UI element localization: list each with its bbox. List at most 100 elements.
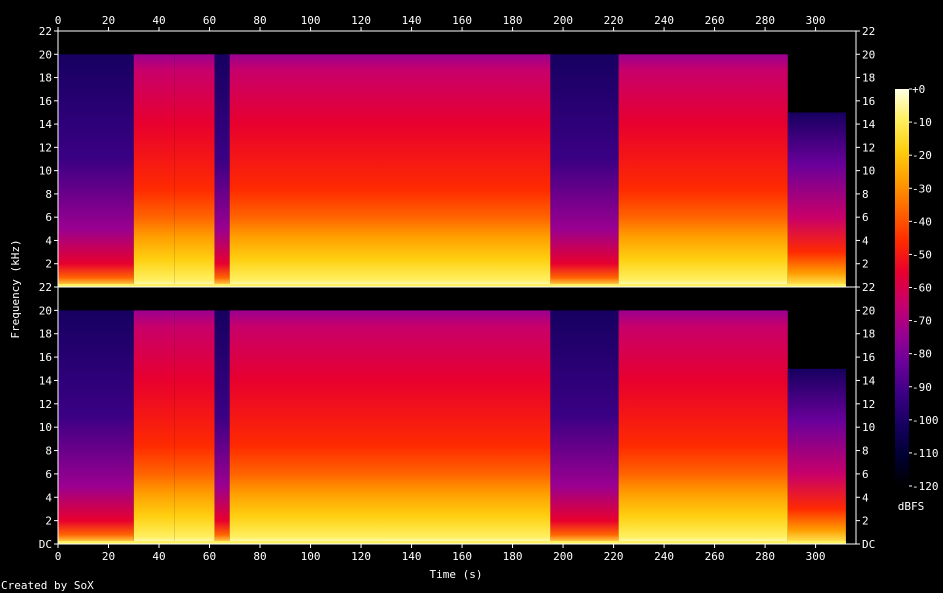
y-tick-label: 8 [862, 188, 869, 201]
colorbar-tick-label: -100 [912, 414, 939, 427]
segment-3 [174, 54, 215, 287]
segment-6 [310, 310, 551, 544]
segment-2 [133, 310, 175, 544]
x-tick-label: 140 [402, 550, 422, 563]
segment-1 [58, 54, 134, 287]
y-tick-label: 10 [862, 165, 875, 178]
x-tick-label: 280 [755, 14, 775, 27]
y-tick-label: 14 [39, 118, 53, 131]
colorbar-tick-label: -50 [912, 248, 932, 261]
x-tick-label: 260 [705, 550, 725, 563]
x-tick-label: 0 [55, 14, 62, 27]
y-tick-label: 12 [39, 141, 52, 154]
spectrogram-panels [58, 54, 846, 544]
segment-7 [550, 310, 619, 544]
x-tick-label: 220 [604, 550, 624, 563]
y-tick-label: 14 [39, 374, 53, 387]
y-tick-label: 10 [862, 421, 875, 434]
colorbar-tick-label: -70 [912, 315, 932, 328]
y-tick-label: 18 [862, 72, 875, 85]
x-axis-label: Time (s) [430, 568, 483, 581]
y-tick-label: 16 [39, 95, 52, 108]
channel-2-spectrogram [58, 310, 846, 544]
x-tick-label: 240 [654, 14, 674, 27]
segment-6 [310, 54, 551, 287]
y-tick-label: 12 [862, 398, 875, 411]
x-tick-label: 80 [253, 550, 266, 563]
segment-9 [787, 368, 846, 544]
y-tick-label: 6 [45, 468, 52, 481]
y-tick-label: 2 [45, 258, 52, 271]
y-tick-label: 10 [39, 165, 52, 178]
colorbar-tick-label: -30 [912, 182, 932, 195]
y-tick-label: 2 [862, 515, 869, 528]
y-tick-label: 6 [45, 211, 52, 224]
x-tick-label: 40 [152, 14, 165, 27]
x-tick-label: 100 [301, 14, 321, 27]
x-tick-label: 60 [203, 550, 216, 563]
y-tick-label: 4 [45, 234, 52, 247]
colorbar-tick-label: -40 [912, 215, 932, 228]
y-tick-label: 22 [862, 25, 875, 38]
y-tick-label: 18 [39, 72, 52, 85]
colorbar-tick-label: -110 [912, 447, 939, 460]
x-tick-label: 200 [553, 550, 573, 563]
colorbar-label: dBFS [898, 500, 925, 513]
y-tick-label: 22 [39, 25, 52, 38]
segment-9 [787, 112, 846, 287]
y-tick-label: 20 [39, 48, 52, 61]
segment-7 [550, 54, 619, 287]
segment-1 [58, 310, 134, 544]
x-tick-label: 180 [503, 550, 523, 563]
y-tick-label: DC [39, 538, 52, 551]
x-tick-label: 20 [102, 14, 115, 27]
segment-3 [174, 310, 215, 544]
x-tick-label: 120 [351, 14, 371, 27]
segment-4 [214, 54, 230, 287]
x-tick-label: 280 [755, 550, 775, 563]
colorbar-tick-label: -20 [912, 149, 932, 162]
channel-1-spectrogram [58, 54, 846, 287]
y-tick-label: 12 [862, 141, 875, 154]
colorbar: +0 -10 -20 -30 -40 -50 -60 -70 -80 -90 -100 -110 -12… [895, 83, 939, 493]
colorbar-tick-label: -90 [912, 381, 932, 394]
x-tick-label: 40 [152, 550, 165, 563]
y-tick-label: 16 [862, 95, 875, 108]
y-tick-label: 4 [45, 491, 52, 504]
y-tick-label: 2 [45, 515, 52, 528]
y-tick-label: 16 [862, 351, 875, 364]
y-tick-label: 8 [45, 188, 52, 201]
x-tick-label: 120 [351, 550, 371, 563]
x-tick-label: 200 [553, 14, 573, 27]
y-tick-label: 14 [862, 118, 876, 131]
y-tick-label: 20 [862, 304, 875, 317]
x-tick-label: 20 [102, 550, 115, 563]
y-tick-label: 8 [862, 445, 869, 458]
y-tick-label: 22 [39, 281, 52, 294]
segment-5 [229, 54, 311, 287]
footer-credit: Created by SoX [1, 579, 94, 592]
y-tick-label: 20 [39, 304, 52, 317]
x-tick-label: 180 [503, 14, 523, 27]
colorbar-tick-label: -120 [912, 480, 939, 493]
colorbar-tick-label: -10 [912, 116, 932, 129]
x-tick-label: 260 [705, 14, 725, 27]
y-tick-label: 20 [862, 48, 875, 61]
y-tick-label: 10 [39, 421, 52, 434]
x-tick-label: 0 [55, 550, 62, 563]
y-axis-label: Frequency (kHz) [9, 239, 22, 338]
segment-4 [214, 310, 230, 544]
colorbar-tick-label: -80 [912, 348, 932, 361]
segment-8 [618, 310, 788, 544]
y-tick-label: 4 [862, 491, 869, 504]
y-tick-label: 18 [39, 328, 52, 341]
segment-5 [229, 310, 311, 544]
y-tick-label: 12 [39, 398, 52, 411]
segment-2 [133, 54, 175, 287]
channel-2-frame [57, 286, 857, 545]
y-tick-label: 4 [862, 234, 869, 247]
colorbar-tick-label: -60 [912, 282, 932, 295]
colorbar-tick-label: +0 [912, 83, 925, 96]
